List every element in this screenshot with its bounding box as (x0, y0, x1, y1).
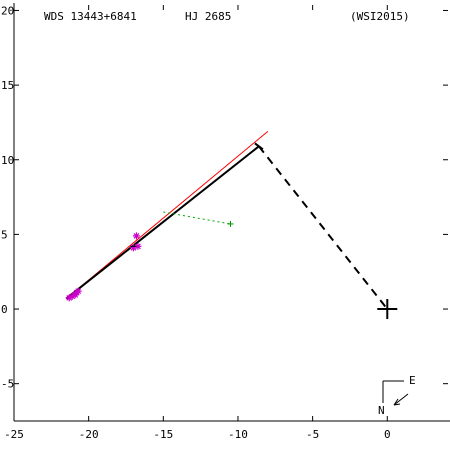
observation-point (134, 242, 142, 250)
y-tick-label: 15 (1, 79, 14, 92)
chart-marks (65, 220, 398, 320)
y-tick-label: -5 (1, 378, 14, 391)
axis-ticks (13, 5, 448, 421)
plot-frame (13, 3, 450, 422)
x-tick-label: 0 (384, 428, 391, 441)
orbit-source: (WSI2015) (350, 10, 410, 23)
x-tick-label: -10 (228, 428, 248, 441)
observation-point (74, 287, 82, 295)
y-tick-label: 20 (1, 4, 14, 17)
x-tick-label: -5 (306, 428, 319, 441)
orbit-arc (65, 145, 260, 300)
fit-line (65, 131, 269, 299)
north-label: N (378, 404, 385, 417)
y-tick-label: 0 (1, 303, 8, 316)
primary-star-marker (377, 299, 398, 320)
arc-end-marker (254, 142, 264, 151)
chart-series (65, 131, 389, 310)
motion-arrow-shaft (393, 393, 409, 406)
x-tick-label: -15 (153, 428, 173, 441)
y-tick-label: 5 (1, 228, 8, 241)
y-tick-label: 10 (1, 154, 14, 167)
residual-link (163, 211, 231, 225)
minor-point (227, 220, 234, 227)
orientation-indicator: E N (378, 374, 416, 417)
x-tick-label: -25 (4, 428, 24, 441)
axis-tick-labels: -5 0 5 10 15 20 -25 -20 -15 -10 -5 0 (1, 4, 391, 441)
observation-point (132, 232, 140, 240)
motion-arrow-head-icon (393, 398, 401, 406)
east-label: E (409, 374, 416, 387)
star-name: HJ 2685 (185, 10, 231, 23)
periastron-link (258, 145, 389, 310)
x-tick-label: -20 (79, 428, 99, 441)
wds-identifier: WDS 13443+6841 (44, 10, 137, 23)
